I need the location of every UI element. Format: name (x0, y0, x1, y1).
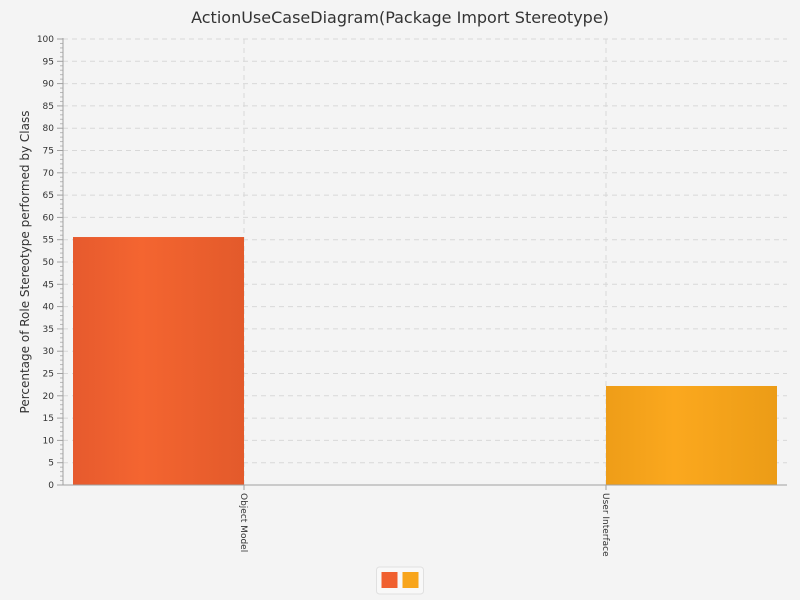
y-tick-label: 45 (43, 280, 54, 290)
y-tick-label: 60 (43, 213, 55, 223)
y-tick-label: 0 (48, 481, 54, 491)
bar (73, 237, 244, 485)
legend-swatch (402, 572, 419, 588)
y-tick-label: 30 (43, 347, 55, 357)
y-tick-label: 20 (43, 392, 55, 402)
bars (73, 237, 777, 485)
y-tick-label: 90 (43, 80, 55, 90)
y-tick-label: 70 (43, 169, 55, 179)
y-tick-label: 85 (43, 102, 54, 112)
y-axis-label: Percentage of Role Stereotype performed … (18, 111, 32, 414)
axes: 0 5 10 15 20 25 30 35 40 45 50 55 60 65 70 75 80 85 90 95 10… (37, 35, 787, 557)
y-tick-label: 80 (43, 124, 55, 134)
y-tick-label: 25 (43, 370, 54, 380)
x-tick-label: User Interface (600, 493, 610, 557)
y-tick-label: 65 (43, 191, 54, 201)
y-tick-label: 50 (43, 258, 55, 268)
y-tick-label: 75 (43, 147, 54, 157)
legend (376, 566, 424, 595)
y-tick-label: 10 (43, 436, 55, 446)
bar (606, 385, 777, 485)
y-tick-label: 95 (43, 57, 54, 67)
x-tick-label: Object Model (238, 493, 248, 552)
chart-title: ActionUseCaseDiagram(Package Import Ster… (191, 8, 609, 27)
y-tick-label: 40 (43, 303, 55, 313)
y-tick-label: 5 (48, 459, 54, 469)
legend-swatch (381, 572, 398, 588)
y-tick-label: 100 (37, 35, 54, 45)
y-tick-label: 55 (43, 236, 54, 246)
y-tick-label: 35 (43, 325, 54, 335)
y-tick-label: 15 (43, 414, 54, 424)
